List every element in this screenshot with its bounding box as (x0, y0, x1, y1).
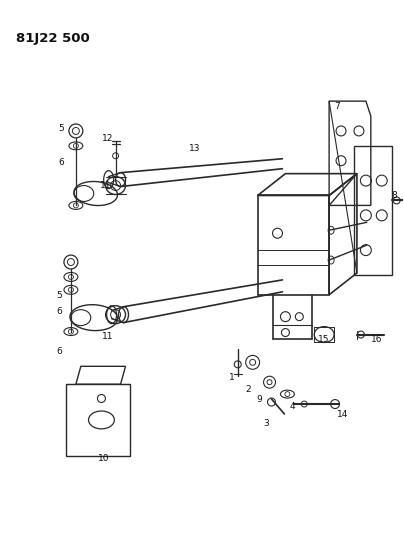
Text: 7: 7 (334, 102, 340, 111)
Text: 5: 5 (56, 292, 62, 300)
Text: 11: 11 (100, 181, 112, 190)
Text: 11: 11 (102, 332, 114, 341)
Text: 12: 12 (102, 134, 114, 143)
Text: 15: 15 (318, 335, 330, 344)
Text: 6: 6 (56, 307, 62, 316)
Text: 10: 10 (98, 454, 109, 463)
Text: 6: 6 (58, 158, 64, 167)
Text: 8: 8 (392, 191, 398, 200)
Text: 81J22 500: 81J22 500 (16, 31, 90, 45)
Text: 16: 16 (371, 335, 383, 344)
Text: 14: 14 (337, 410, 349, 419)
Text: 1: 1 (229, 373, 235, 382)
Text: 5: 5 (58, 124, 64, 133)
Text: 9: 9 (257, 394, 263, 403)
Text: 6: 6 (56, 347, 62, 356)
Text: 13: 13 (189, 144, 201, 154)
Text: 3: 3 (264, 419, 269, 429)
Text: 2: 2 (245, 385, 250, 394)
Text: 4: 4 (290, 401, 295, 410)
